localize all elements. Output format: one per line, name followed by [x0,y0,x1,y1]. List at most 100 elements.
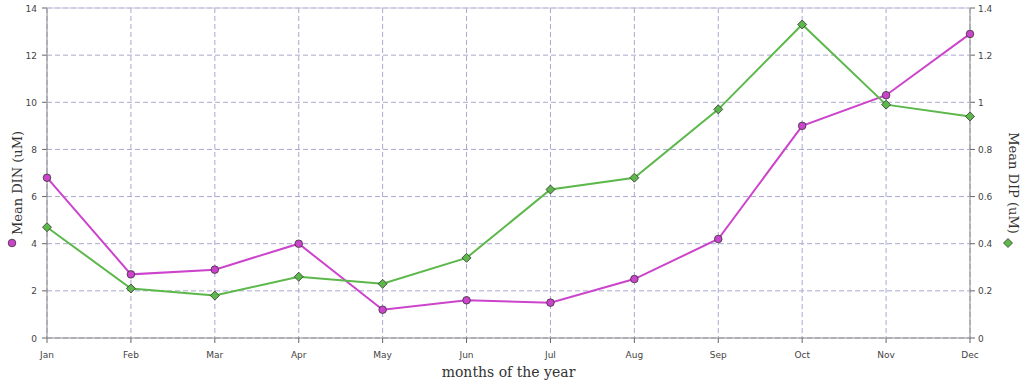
frame-top [47,8,970,9]
tick [970,338,971,343]
grid-line [970,8,971,338]
tick [214,338,215,343]
point [714,105,723,114]
grid-line [886,8,887,338]
x-tick-label: Aug [626,350,644,360]
tick [970,338,975,339]
grid-line [298,8,299,338]
tick [886,338,887,343]
tick-label: 0.8 [978,145,993,155]
grid-line [214,8,215,338]
point [966,30,974,38]
x-tick-label: Sep [710,350,727,360]
point [966,112,975,121]
x-tick-label: Feb [123,350,139,360]
point [126,284,135,293]
y2-axis [970,8,971,338]
grid-line [802,8,803,338]
tick [802,338,803,343]
grid-line [47,338,970,339]
tick [970,55,975,56]
grid-line [47,243,970,244]
point [547,299,555,307]
point [631,275,639,283]
grid-line [47,290,970,291]
tick [970,149,975,150]
point [463,296,471,304]
point [378,279,387,288]
point [43,223,52,232]
legend-marker [1004,239,1013,248]
y-axis [47,8,48,338]
tick [42,196,47,197]
tick [970,243,975,244]
point [127,271,135,279]
point [714,235,722,243]
tick [42,8,47,9]
tick [47,338,48,343]
grid-line [47,8,970,9]
x-tick-label: Dec [961,350,978,360]
point [43,174,51,182]
x-tick-label: Mar [206,350,223,360]
tick [130,338,131,343]
series-line [47,25,970,296]
tick [550,338,551,343]
tick-label: 6 [31,192,37,202]
plot-area [43,20,975,314]
point [462,253,471,262]
tick [42,102,47,103]
grid [47,8,970,338]
series-line [47,34,970,310]
tick [382,338,383,343]
x-tick-label: Jun [459,350,474,360]
grid-line [466,8,467,338]
tick [970,290,975,291]
point [630,173,639,182]
grid-line [47,102,970,103]
point [882,100,891,109]
tick [466,338,467,343]
tick-label: 0.6 [978,192,993,202]
tick [298,338,299,343]
grid-line [47,196,970,197]
tick-label: 1.2 [978,51,992,61]
point [210,291,219,300]
point [295,240,303,248]
tick-label: 10 [26,98,38,108]
point [882,91,890,99]
tick-label: 0 [31,334,37,344]
tick [970,8,975,9]
tick [634,338,635,343]
tick-label: 0.4 [978,239,993,249]
x-axis-title: months of the year [442,364,576,380]
tick-label: 14 [26,4,38,14]
tick [42,290,47,291]
x-tick-label: Jul [544,350,556,360]
tick [42,149,47,150]
point [546,185,555,194]
point [798,20,807,29]
tick [42,243,47,244]
grid-line [47,8,48,338]
grid-line [47,55,970,56]
x-tick-label: Nov [877,350,895,360]
grid-line [718,8,719,338]
tick-label: 1 [978,98,984,108]
point [294,272,303,281]
y-axis-title: Mean DIN (uM) [10,131,25,235]
tick-label: 8 [31,145,37,155]
tick-label: 4 [31,239,37,249]
tick-label: 0.2 [978,286,992,296]
grid-line [47,149,970,150]
tick [970,102,975,103]
point [798,122,806,130]
x-tick-label: Jan [39,350,54,360]
tick [970,196,975,197]
tick-label: 1.4 [978,4,993,14]
x-tick-label: May [373,350,392,360]
tick [42,338,47,339]
x-tick-label: Oct [794,350,810,360]
tick [42,55,47,56]
tick-label: 2 [31,286,37,296]
